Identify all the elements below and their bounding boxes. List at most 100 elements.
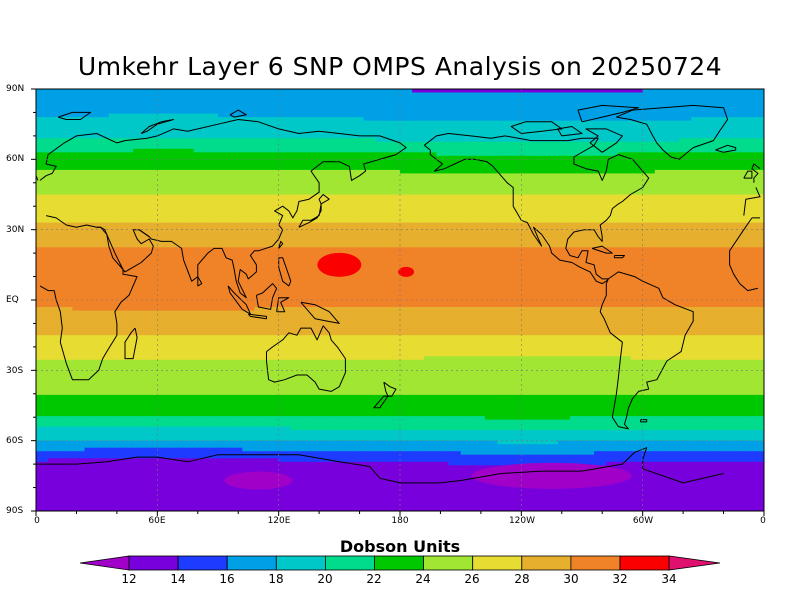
field-cell bbox=[96, 131, 110, 136]
field-cell bbox=[582, 373, 595, 378]
field-cell bbox=[484, 317, 498, 322]
field-cell bbox=[727, 155, 741, 160]
field-cell bbox=[497, 89, 510, 94]
field-cell bbox=[557, 113, 571, 118]
field-cell bbox=[412, 166, 425, 171]
field-cell bbox=[327, 300, 340, 305]
field-cell bbox=[157, 359, 170, 364]
field-cell bbox=[315, 359, 328, 364]
field-cell bbox=[84, 345, 98, 350]
field-cell bbox=[497, 159, 510, 164]
field-cell bbox=[48, 120, 61, 125]
field-cell bbox=[703, 127, 716, 132]
field-cell bbox=[412, 92, 425, 97]
field-cell bbox=[412, 282, 425, 287]
field-cell bbox=[484, 124, 498, 129]
field-cell bbox=[400, 219, 413, 224]
field-cell bbox=[36, 198, 49, 203]
field-cell bbox=[278, 324, 292, 329]
field-cell bbox=[557, 247, 571, 252]
field-cell bbox=[133, 236, 146, 241]
field-cell bbox=[497, 289, 510, 294]
field-cell bbox=[545, 345, 559, 350]
field-cell bbox=[205, 366, 219, 371]
field-cell bbox=[582, 293, 595, 298]
field-cell bbox=[751, 176, 764, 181]
field-cell bbox=[48, 356, 61, 361]
field-cell bbox=[302, 331, 316, 336]
field-cell bbox=[545, 370, 559, 375]
field-cell bbox=[739, 352, 753, 357]
field-cell bbox=[169, 131, 183, 136]
field-cell bbox=[606, 176, 619, 181]
field-cell bbox=[606, 303, 619, 308]
field-cell bbox=[181, 377, 195, 382]
field-cell bbox=[157, 307, 170, 312]
field-cell bbox=[642, 243, 656, 248]
field-cell bbox=[715, 328, 729, 333]
field-cell bbox=[606, 321, 619, 326]
field-cell bbox=[60, 169, 73, 174]
field-cell bbox=[509, 226, 522, 231]
field-cell bbox=[48, 176, 61, 181]
field-cell bbox=[521, 268, 534, 273]
field-cell bbox=[36, 331, 49, 336]
field-cell bbox=[484, 141, 498, 146]
field-cell bbox=[739, 215, 753, 220]
field-cell bbox=[472, 359, 486, 364]
field-cell bbox=[36, 96, 49, 101]
field-cell bbox=[133, 359, 146, 364]
field-cell bbox=[278, 152, 292, 157]
ozone-field bbox=[36, 89, 764, 511]
field-cell bbox=[133, 222, 146, 227]
field-cell bbox=[703, 363, 716, 368]
field-cell bbox=[169, 201, 183, 206]
field-cell bbox=[339, 352, 352, 357]
field-cell bbox=[363, 233, 377, 238]
field-cell bbox=[484, 345, 498, 350]
field-cell bbox=[302, 201, 316, 206]
field-cell bbox=[484, 289, 498, 294]
field-cell bbox=[460, 229, 474, 234]
field-cell bbox=[351, 166, 365, 171]
field-cell bbox=[193, 303, 207, 308]
field-cell bbox=[448, 236, 462, 241]
field-cell bbox=[412, 183, 425, 188]
field-cell bbox=[472, 183, 486, 188]
field-cell bbox=[181, 169, 195, 174]
field-cell bbox=[727, 307, 741, 312]
field-cell bbox=[400, 317, 413, 322]
field-cell bbox=[315, 321, 328, 326]
field-cell bbox=[727, 254, 741, 259]
field-cell bbox=[181, 328, 195, 333]
field-cell bbox=[666, 212, 680, 217]
field-cell bbox=[242, 99, 255, 104]
field-cell bbox=[254, 328, 268, 333]
field-cell bbox=[557, 191, 571, 196]
field-cell bbox=[472, 194, 486, 199]
field-cell bbox=[666, 138, 680, 143]
field-cell bbox=[120, 173, 134, 178]
field-cell bbox=[193, 212, 207, 217]
field-cell bbox=[436, 349, 450, 354]
field-cell bbox=[472, 307, 486, 312]
field-cell bbox=[606, 317, 619, 322]
field-cell bbox=[497, 127, 510, 132]
field-cell bbox=[327, 317, 340, 322]
field-cell bbox=[412, 289, 425, 294]
field-cell bbox=[400, 222, 413, 227]
field-cell bbox=[666, 268, 680, 273]
field-cell bbox=[290, 166, 304, 171]
field-cell bbox=[424, 366, 437, 371]
field-cell bbox=[751, 166, 764, 171]
field-cell bbox=[582, 338, 595, 343]
field-cell bbox=[315, 106, 328, 111]
field-cell bbox=[363, 127, 377, 132]
field-cell bbox=[545, 233, 559, 238]
field-cell bbox=[436, 89, 450, 94]
field-cell bbox=[691, 169, 704, 174]
field-cell bbox=[751, 257, 764, 262]
field-cell bbox=[205, 250, 219, 255]
field-cell bbox=[339, 148, 352, 153]
field-cell bbox=[594, 370, 607, 375]
